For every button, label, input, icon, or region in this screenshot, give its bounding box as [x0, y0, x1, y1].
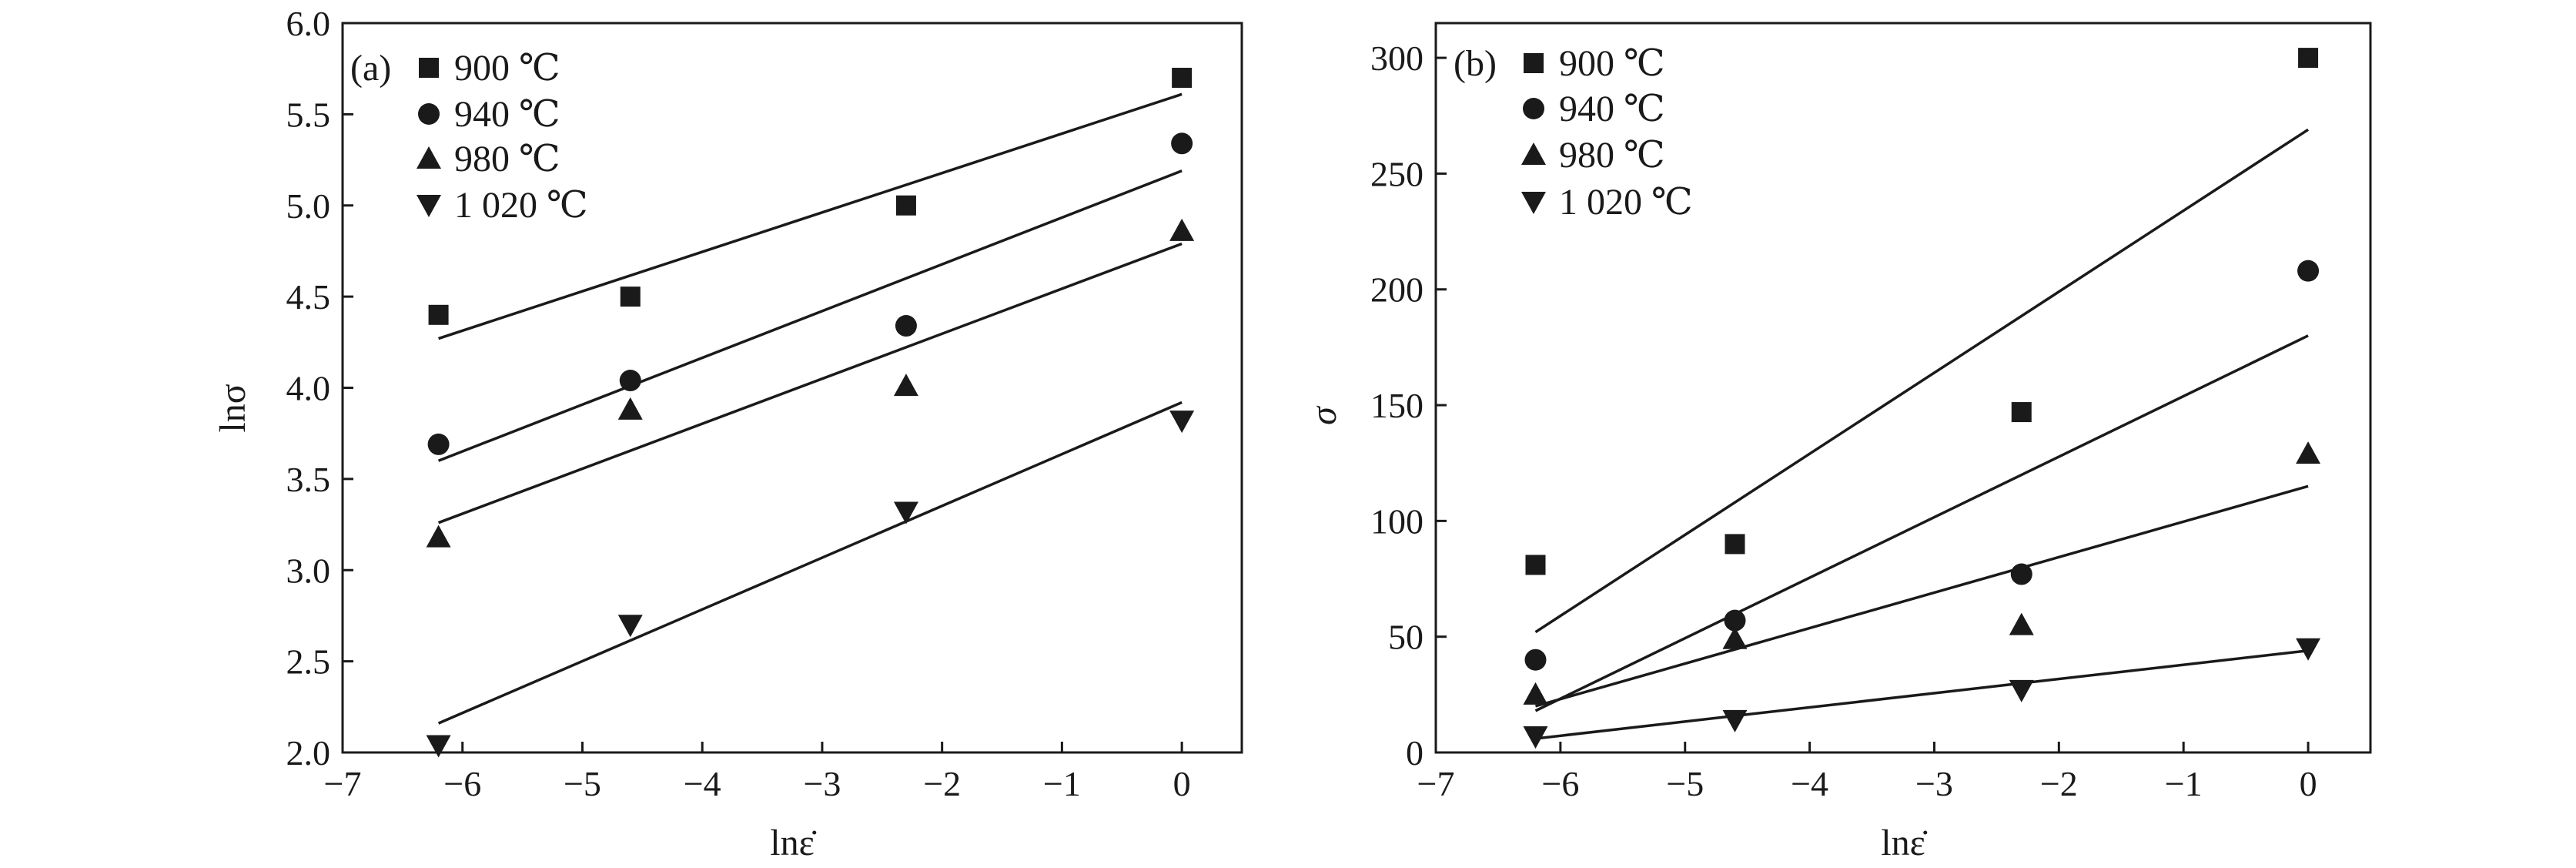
legend-marker — [417, 195, 441, 217]
data-point — [893, 374, 918, 397]
x-tick-label: −7 — [1417, 764, 1455, 803]
y-tick-label: 0 — [1406, 733, 1423, 772]
x-tick-label: −1 — [2165, 764, 2203, 803]
legend-label: 940 ℃ — [454, 94, 560, 135]
legend-label: 980 ℃ — [1559, 135, 1665, 176]
x-axis-label: lnε̇ — [1881, 823, 1927, 863]
x-tick-label: −3 — [1915, 764, 1953, 803]
y-tick-label: 300 — [1370, 39, 1423, 78]
y-tick-label: 4.0 — [286, 369, 331, 408]
legend-marker — [418, 103, 440, 125]
y-tick-label: 200 — [1370, 270, 1423, 310]
data-point — [2296, 638, 2321, 661]
y-tick-label: 150 — [1370, 386, 1423, 425]
y-tick-label: 2.0 — [286, 733, 331, 772]
fit-line — [1535, 648, 2309, 740]
y-tick-label: 5.5 — [286, 95, 331, 134]
x-axis-label: lnε̇ — [770, 823, 816, 863]
data-point — [2296, 441, 2321, 464]
y-axis-label: σ — [1303, 405, 1344, 425]
data-point — [620, 287, 641, 307]
x-tick-label: 0 — [2300, 764, 2317, 803]
legend-label: 1 020 ℃ — [1559, 182, 1693, 223]
data-point — [893, 501, 918, 524]
data-point — [1524, 648, 1547, 671]
legend-marker — [1523, 98, 1544, 119]
legend-label: 1 020 ℃ — [454, 185, 588, 226]
legend-marker — [1521, 192, 1546, 214]
legend-marker — [417, 146, 441, 169]
data-point — [2298, 48, 2319, 69]
fit-line — [1534, 334, 2309, 712]
data-point — [2011, 402, 2032, 423]
y-tick-label: 5.0 — [286, 186, 331, 226]
y-tick-label: 3.0 — [286, 551, 331, 590]
data-point — [1722, 626, 1748, 649]
data-point — [1169, 218, 1195, 241]
x-tick-label: −6 — [1541, 764, 1579, 803]
data-point — [2009, 679, 2034, 702]
x-tick-label: −7 — [324, 764, 362, 803]
y-tick-label: 4.5 — [286, 277, 331, 317]
fit-line — [437, 242, 1183, 524]
legend-label: 900 ℃ — [454, 48, 560, 89]
fit-line — [438, 92, 1183, 340]
legend-marker — [1524, 53, 1544, 73]
data-point — [895, 195, 916, 216]
y-tick-label: 3.5 — [286, 460, 331, 499]
data-point — [617, 397, 643, 420]
data-point — [617, 615, 643, 638]
x-tick-label: −4 — [1791, 764, 1828, 803]
legend-marker — [1521, 142, 1546, 165]
legend-label: 940 ℃ — [1559, 89, 1665, 129]
y-tick-label: 6.0 — [286, 4, 331, 43]
data-point — [1523, 682, 1548, 705]
fit-line — [437, 169, 1183, 462]
data-point — [427, 433, 450, 455]
x-tick-label: −4 — [684, 764, 721, 803]
data-point — [1172, 68, 1193, 89]
y-tick-label: 100 — [1370, 501, 1423, 541]
data-point — [428, 304, 449, 325]
data-point — [1169, 411, 1195, 434]
y-tick-label: 250 — [1370, 154, 1423, 193]
x-tick-label: −2 — [923, 764, 961, 803]
x-tick-label: −2 — [2040, 764, 2078, 803]
x-tick-label: −5 — [564, 764, 601, 803]
x-tick-label: −5 — [1666, 764, 1704, 803]
data-point — [1722, 709, 1748, 732]
y-tick-label: 50 — [1388, 618, 1423, 657]
y-axis-label: lnσ — [212, 384, 253, 432]
data-point — [426, 735, 451, 758]
fit-line — [1535, 484, 2309, 708]
data-point — [1523, 726, 1548, 749]
fit-line — [437, 400, 1183, 725]
data-point — [2297, 260, 2320, 282]
data-point — [1724, 609, 1746, 632]
data-point — [895, 315, 917, 337]
data-point — [1525, 555, 1546, 575]
legend-label: 980 ℃ — [454, 139, 560, 179]
legend-marker — [419, 58, 439, 78]
panel-b: −7 −6 −5 −4 −3 −2 −1 0 0 50 100 150 200 250 300 lnε̇ σ (b… — [1303, 22, 2372, 863]
x-tick-label: −6 — [443, 764, 481, 803]
plot-frame — [1434, 22, 2372, 754]
panel-a: −7 −6 −5 −4 −3 −2 −1 0 2.0 2.5 3.0 3.5 4.0 4.5 5.0 5.5 6… — [212, 4, 1243, 863]
panel-label: (a) — [350, 48, 391, 89]
data-point — [619, 370, 641, 392]
data-point — [2009, 612, 2034, 635]
legend-label: 900 ℃ — [1559, 43, 1665, 84]
data-point — [426, 524, 451, 548]
x-tick-label: 0 — [1173, 764, 1191, 803]
x-tick-label: −3 — [803, 764, 841, 803]
data-point — [1725, 534, 1745, 555]
x-tick-label: −1 — [1043, 764, 1081, 803]
y-tick-label: 2.5 — [286, 642, 331, 682]
panel-label: (b) — [1454, 43, 1497, 84]
fit-line — [1534, 128, 2310, 634]
data-point — [1171, 132, 1193, 155]
